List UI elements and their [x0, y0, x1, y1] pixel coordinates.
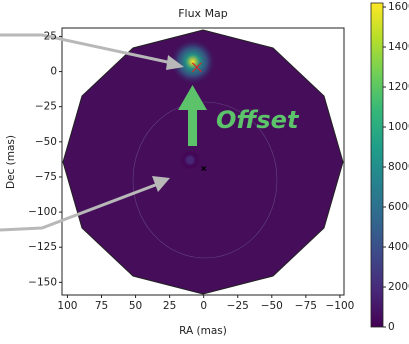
- marker: [191, 62, 202, 73]
- y-tick-label: −25: [35, 101, 57, 113]
- contour: [132, 101, 278, 259]
- x-tick-label: 50: [129, 300, 142, 312]
- marker: [201, 166, 207, 171]
- y-tick-label: −75: [35, 171, 57, 183]
- source: [179, 149, 201, 171]
- x-tick-label: 100: [57, 300, 77, 312]
- y-tick-label: −125: [28, 241, 57, 253]
- callout-arrows: [0, 33, 184, 232]
- y-tick-label: −150: [28, 276, 57, 288]
- colorbar-tick-label: 4000: [388, 241, 409, 253]
- annotation: Offset: [216, 106, 300, 134]
- x-axis-label: RA (mas): [179, 325, 227, 337]
- y-tick-label: 25: [44, 30, 57, 42]
- colorbar-tick-label: 1000: [388, 121, 409, 133]
- y-tick-label: −100: [28, 206, 57, 218]
- colorbar-tick-label: 6000: [388, 201, 409, 213]
- chart-title: Flux Map: [178, 7, 228, 20]
- x-tick-label: 0: [200, 300, 207, 312]
- x-tick-label: −25: [227, 300, 249, 312]
- y-axis-label: Dec (mas): [5, 135, 17, 189]
- source: [168, 37, 217, 86]
- colorbar-tick-label: 1600: [388, 1, 409, 13]
- y-tick-label: −50: [35, 136, 57, 148]
- colorbar-tick-label: 8000: [388, 161, 409, 173]
- x-tick-label: −50: [261, 300, 283, 312]
- colorbar-tick-label: 0: [388, 321, 395, 333]
- colorbar-tick-label: 1400: [388, 41, 409, 53]
- y-tick-label: 0: [50, 66, 57, 78]
- colorbar: [370, 2, 384, 328]
- colorbar-tick-label: 1200: [388, 81, 409, 93]
- x-tick-label: −75: [295, 300, 317, 312]
- x-tick-label: −100: [325, 300, 354, 312]
- x-tick-label: 75: [95, 300, 108, 312]
- plot-frame: [61, 27, 345, 296]
- field-of-view: [62, 29, 344, 295]
- x-tick-label: 25: [163, 300, 176, 312]
- offset-arrow: [178, 85, 207, 146]
